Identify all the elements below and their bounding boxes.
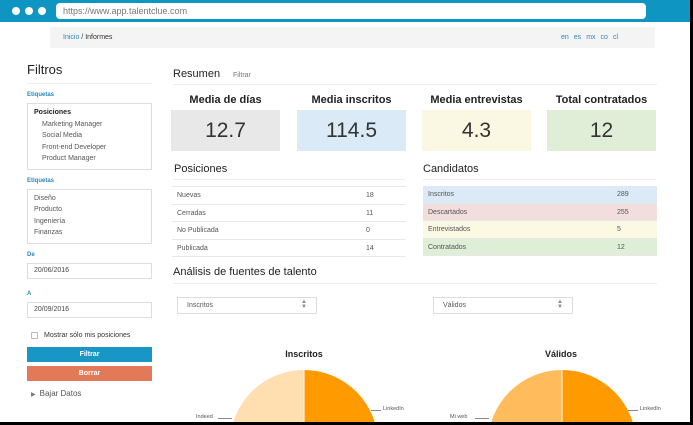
summary-title: Resumen (173, 68, 221, 80)
pie-slice-linkedin[interactable] (304, 370, 378, 422)
position-option[interactable]: Marketing Manager (42, 120, 103, 128)
divider (423, 179, 656, 180)
candidates-title: Candidatos (423, 163, 479, 175)
position-option[interactable]: Product Manager (42, 155, 96, 162)
breadcrumb-home-link[interactable]: Inicio (63, 34, 80, 41)
divider (173, 84, 657, 85)
only-mine-row[interactable]: Mostrar sólo mis posiciones (31, 331, 152, 339)
browser-toolbar: https://www.app.talentclue.com (0, 0, 690, 22)
tag-option[interactable]: Ingeniería (34, 217, 66, 225)
filters-sidebar: Filtros Etiquetas Posiciones Marketing M… (27, 62, 152, 398)
table-row: No Publicada 0 (172, 222, 406, 240)
pie-slice-linkedin[interactable] (562, 370, 636, 422)
leader-line (218, 418, 232, 419)
kpi-value: 12.7 (171, 110, 280, 151)
only-mine-checkbox[interactable] (31, 331, 38, 339)
caret-right-icon: ▶ (31, 391, 36, 398)
table-row: Entrevistados 5 (423, 221, 657, 239)
tag-option[interactable]: Finanzas (34, 229, 63, 236)
sources-left-select[interactable]: Inscritos ▲ ▼ (177, 297, 317, 314)
pie-label-indeed: Indeed (196, 414, 213, 420)
clear-button[interactable]: Borrar (27, 365, 152, 381)
chart-right-title: Válidos (544, 349, 577, 359)
from-date-input[interactable]: 20/06/2016 (27, 262, 152, 279)
lang-cl-link[interactable]: cl (612, 34, 618, 41)
tags-label: Etiquetas (27, 92, 55, 98)
filter-button[interactable]: Filtrar (27, 346, 152, 362)
positions-listbox[interactable]: Posiciones Marketing Manager Social Medi… (27, 103, 152, 170)
select-value: Inscritos (187, 302, 214, 309)
select-value: Válidos (443, 302, 466, 309)
divider (173, 179, 405, 180)
from-date-label: De (27, 251, 35, 258)
to-date-input[interactable]: 20/09/2016 (27, 301, 152, 318)
leader-line (475, 418, 489, 419)
window-controls (12, 7, 46, 15)
tag-option[interactable]: Diseño (34, 194, 56, 202)
kpi-label: Media entrevistas (430, 94, 523, 106)
kpi-avg-interviews: Media entrevistas 4.3 (422, 94, 531, 151)
table-row: Contratados 12 (423, 238, 657, 256)
language-selector: en es mx co cl (561, 27, 618, 48)
lang-mx-link[interactable]: mx (586, 34, 596, 41)
positions-group-label: Posiciones (34, 109, 71, 116)
breadcrumb-current: Informes (85, 34, 113, 41)
lang-en-link[interactable]: en (560, 34, 569, 41)
kpi-label: Media inscritos (311, 94, 392, 106)
sources-title: Análisis de fuentes de talento (173, 266, 317, 278)
pie-label-my-web: Mi web (450, 414, 468, 420)
download-data-toggle[interactable]: ▶ Bajar Datos (27, 389, 152, 398)
kpi-value: 4.3 (422, 110, 531, 151)
pie-slice-my-web[interactable] (488, 370, 562, 422)
pie-label-linkedin: LinkedIn (640, 406, 661, 412)
download-data-label: Bajar Datos (39, 388, 82, 398)
kpi-value: 12 (547, 110, 656, 151)
table-row: Inscritos 289 (423, 186, 657, 204)
summary-filter-link[interactable]: Filtrar (233, 72, 251, 79)
candidates-table: Inscritos 289 Descartados 255 Entrevistado… (423, 186, 657, 256)
leader-line (371, 410, 381, 411)
chart-left-title: Inscritos (285, 349, 323, 359)
position-option[interactable]: Front-end Developer (42, 143, 107, 151)
lang-es-link[interactable]: es (573, 34, 582, 41)
kpi-label: Media de días (189, 94, 262, 106)
table-row: Descartados 255 (423, 203, 657, 221)
select-arrows-icon: ▲ ▼ (301, 299, 307, 310)
lang-co-link[interactable]: co (600, 34, 608, 41)
positions-table: Nuevas 18 Cerradas 11 No Publicada 0 Public… (172, 186, 406, 257)
table-row: Nuevas 18 (172, 187, 406, 205)
position-option[interactable]: Social Media (42, 132, 83, 139)
kpi-value: 114.5 (297, 110, 406, 151)
tag-option[interactable]: Producto (34, 206, 63, 213)
only-mine-label: Mostrar sólo mis posiciones (44, 331, 131, 339)
select-arrows-icon: ▲ ▼ (557, 299, 563, 310)
to-date-label: A (27, 290, 32, 297)
pie-chart-right (488, 370, 636, 422)
divider (173, 283, 657, 284)
pie-label-linkedin: LinkedIn (383, 406, 404, 412)
url-bar[interactable]: https://www.app.talentclue.com (56, 3, 646, 19)
table-row: Cerradas 11 (172, 205, 406, 222)
window-dot-icon[interactable] (12, 7, 20, 15)
window-dot-icon[interactable] (38, 7, 46, 15)
sources-right-select[interactable]: Válidos ▲ ▼ (433, 297, 573, 314)
tags-listbox[interactable]: Diseño Producto Ingeniería Finanzas (27, 188, 152, 244)
kpi-avg-applicants: Media inscritos 114.5 (297, 94, 406, 151)
pie-slice-indeed[interactable] (230, 370, 304, 422)
positions-title: Posiciones (174, 163, 228, 175)
leader-line (628, 410, 638, 411)
filters-title: Filtros (27, 62, 152, 84)
table-row: Publicada 14 (172, 240, 406, 257)
pie-chart-left (230, 370, 378, 422)
kpi-avg-days: Media de días 12.7 (171, 94, 280, 151)
breadcrumb-separator: / (81, 34, 84, 41)
breadcrumb: Inicio / Informes en es mx co cl (50, 27, 655, 48)
kpi-label: Total contratados (555, 94, 648, 106)
kpi-total-hired: Total contratados 12 (547, 94, 656, 151)
tags-label: Etiquetas (27, 177, 55, 184)
window-dot-icon[interactable] (25, 7, 33, 15)
